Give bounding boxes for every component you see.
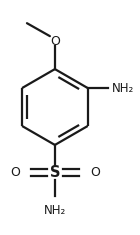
Text: O: O [90,166,100,179]
Text: NH₂: NH₂ [112,82,134,94]
Text: S: S [50,165,60,180]
Text: O: O [10,166,20,179]
Text: NH₂: NH₂ [44,204,66,217]
Text: O: O [50,35,60,48]
